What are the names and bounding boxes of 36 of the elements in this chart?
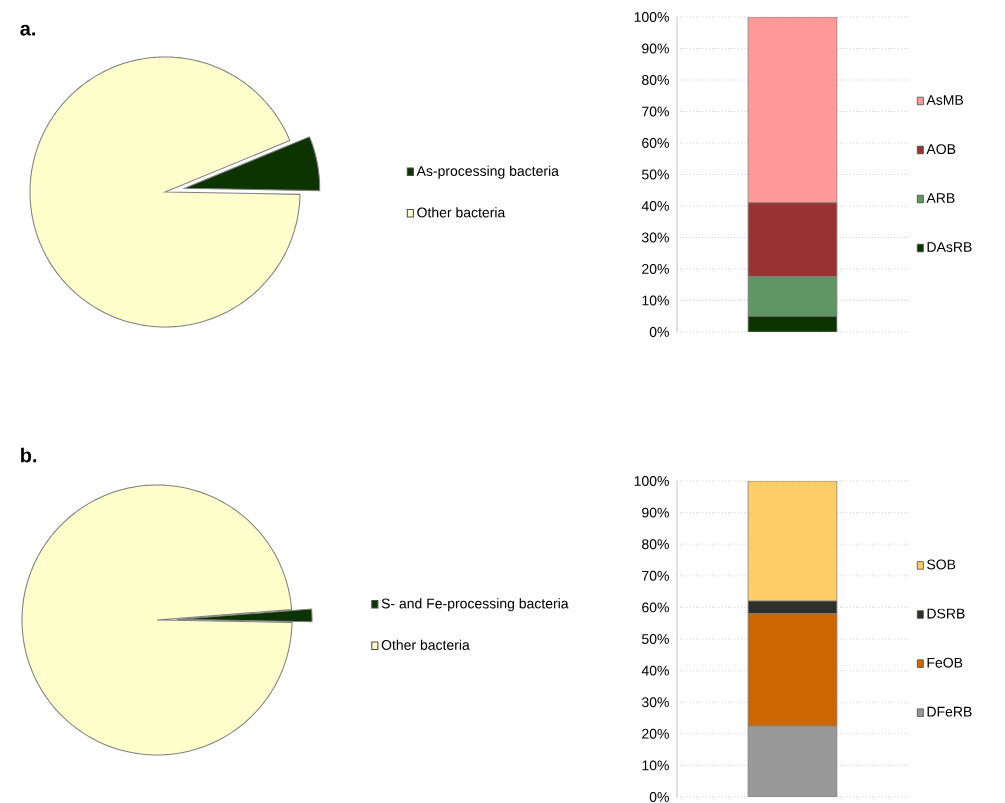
y-tick-label: 70% — [642, 570, 669, 581]
y-tick-label: 70% — [642, 106, 669, 117]
legend-label: Other bacteria — [417, 207, 506, 218]
legend-label: As-processing bacteria — [416, 165, 559, 179]
y-tick-label: 10% — [642, 295, 669, 306]
legend-label: Other bacteria — [381, 639, 470, 650]
legend-label: AOB — [926, 144, 956, 155]
y-tick-label: 80% — [642, 539, 669, 550]
y-tick-label: 0% — [649, 792, 669, 802]
y-tick-label: 90% — [642, 43, 669, 54]
legend-label: S- and Fe-processing bacteria — [381, 598, 569, 612]
legend-label: AsMB — [926, 95, 964, 105]
y-tick-label: 30% — [641, 232, 669, 243]
legend-label: SOB — [927, 559, 956, 570]
y-tick-label: 50% — [642, 634, 669, 644]
y-tick-label: 30% — [641, 697, 669, 708]
legend-label: DAsRB — [927, 242, 972, 252]
legend-label: ARB — [926, 193, 955, 203]
y-tick-label: 60% — [642, 138, 669, 148]
legend-label: DFeRB — [927, 706, 972, 717]
text: b. — [21, 447, 37, 463]
y-tick-label: 10% — [642, 760, 669, 771]
legend-label: DSRB — [927, 608, 965, 619]
y-tick-label: 40% — [641, 201, 669, 211]
y-tick-label: 20% — [642, 728, 669, 739]
y-tick-label: 90% — [642, 507, 669, 518]
y-tick-label: 100% — [634, 12, 669, 22]
y-tick-label: 0% — [649, 327, 669, 337]
y-tick-label: 20% — [642, 264, 669, 274]
text: a. — [20, 24, 36, 36]
y-tick-label: 40% — [641, 665, 669, 676]
y-tick-label: 80% — [642, 75, 669, 85]
y-tick-label: 100% — [634, 476, 669, 486]
y-tick-label: 60% — [642, 602, 669, 613]
legend-label: FeOB — [927, 657, 963, 668]
y-tick-label: 50% — [642, 169, 669, 180]
